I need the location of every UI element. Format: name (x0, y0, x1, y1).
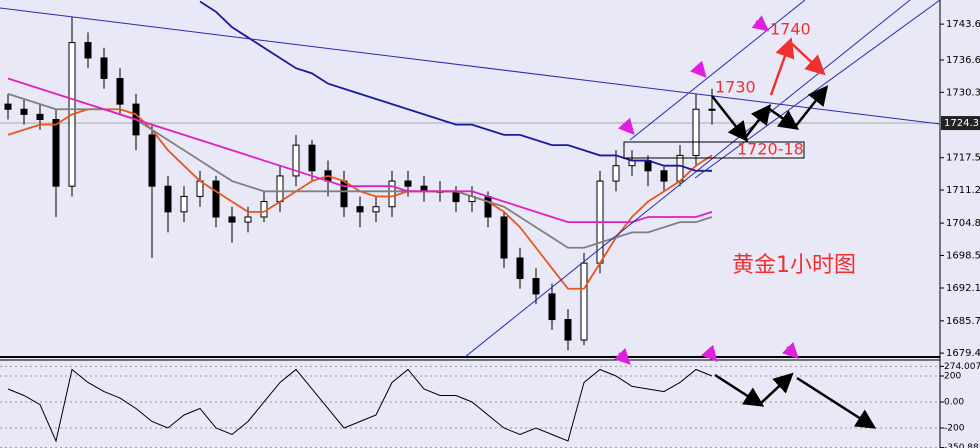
candle-body (676, 154, 684, 182)
y-tick-label: -350.881 (944, 443, 980, 448)
trend-line (629, 0, 806, 141)
candle-body (708, 108, 716, 111)
y-tick-label: 1685.75 (946, 316, 980, 327)
y-tick-label: 1711.25 (946, 185, 980, 196)
y-tick-label: 200 (944, 371, 961, 381)
candle-body (484, 195, 492, 218)
forecast-arrows (711, 85, 877, 429)
y-tick-label: 274.0076 (944, 362, 980, 372)
y-tick-label: 1743.60 (946, 19, 980, 30)
y-tick-label: 1679.45 (946, 348, 980, 359)
signal-arrows (613, 15, 799, 365)
candle-body (4, 103, 12, 110)
annotation: 1720-18 (737, 140, 804, 159)
y-tick-label: -200 (944, 423, 965, 433)
candle-body (36, 113, 44, 121)
candle-body (580, 262, 588, 341)
candle-body (308, 144, 316, 172)
candle-body (404, 180, 412, 187)
candle-body (228, 216, 236, 223)
candle-body (500, 216, 508, 259)
candle-body (564, 319, 572, 341)
trend-line (0, 7, 941, 125)
trend-line (464, 0, 911, 358)
candle-body (372, 206, 380, 213)
candle-body (148, 134, 156, 187)
candle-body (180, 195, 188, 213)
oscillator-line (7, 368, 713, 443)
y-tick-label: 1692.15 (946, 283, 980, 294)
y-tick-label: 1717.55 (946, 153, 980, 164)
range-box (623, 141, 805, 159)
candle-body (516, 257, 524, 280)
candle-body (244, 216, 252, 223)
indicator-line (199, 0, 712, 172)
forecast-arrows (769, 37, 826, 96)
candle-body (612, 165, 620, 182)
annotation: 1740 (770, 20, 811, 39)
last-price-label: 1724.31 (944, 118, 980, 129)
annotation: 黄金1小时图 (732, 253, 856, 278)
candle-body (212, 180, 220, 218)
annotation: 1730 (715, 78, 756, 97)
candle-body (292, 144, 300, 177)
candle-body (260, 201, 268, 218)
last-price-box (941, 116, 980, 131)
y-tick-label: 0.00 (944, 397, 964, 407)
indicator-line (7, 77, 713, 223)
candle-body (692, 108, 700, 156)
candle-body (84, 42, 92, 59)
candle-body (52, 119, 60, 187)
candle-body (116, 77, 124, 105)
y-tick-label: 1704.80 (946, 218, 980, 229)
y-tick-label: 1698.50 (946, 250, 980, 261)
candle-body (100, 57, 108, 79)
candle-body (548, 293, 556, 321)
y-tick-label: 1730.30 (946, 87, 980, 98)
candle-body (164, 185, 172, 213)
candle-body (276, 175, 284, 203)
candle-body (20, 108, 28, 115)
candle-body (388, 180, 396, 208)
candle-body (660, 170, 668, 182)
candle-body (532, 278, 540, 295)
candle-body (356, 206, 364, 213)
y-tick-label: 1736.60 (946, 55, 980, 66)
